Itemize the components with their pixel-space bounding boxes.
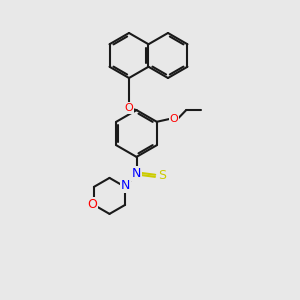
Text: S: S: [158, 169, 166, 182]
Text: N: N: [121, 179, 130, 192]
Text: O: O: [88, 198, 97, 212]
Text: O: O: [124, 103, 134, 113]
Text: N: N: [132, 167, 141, 180]
Text: O: O: [170, 114, 178, 124]
